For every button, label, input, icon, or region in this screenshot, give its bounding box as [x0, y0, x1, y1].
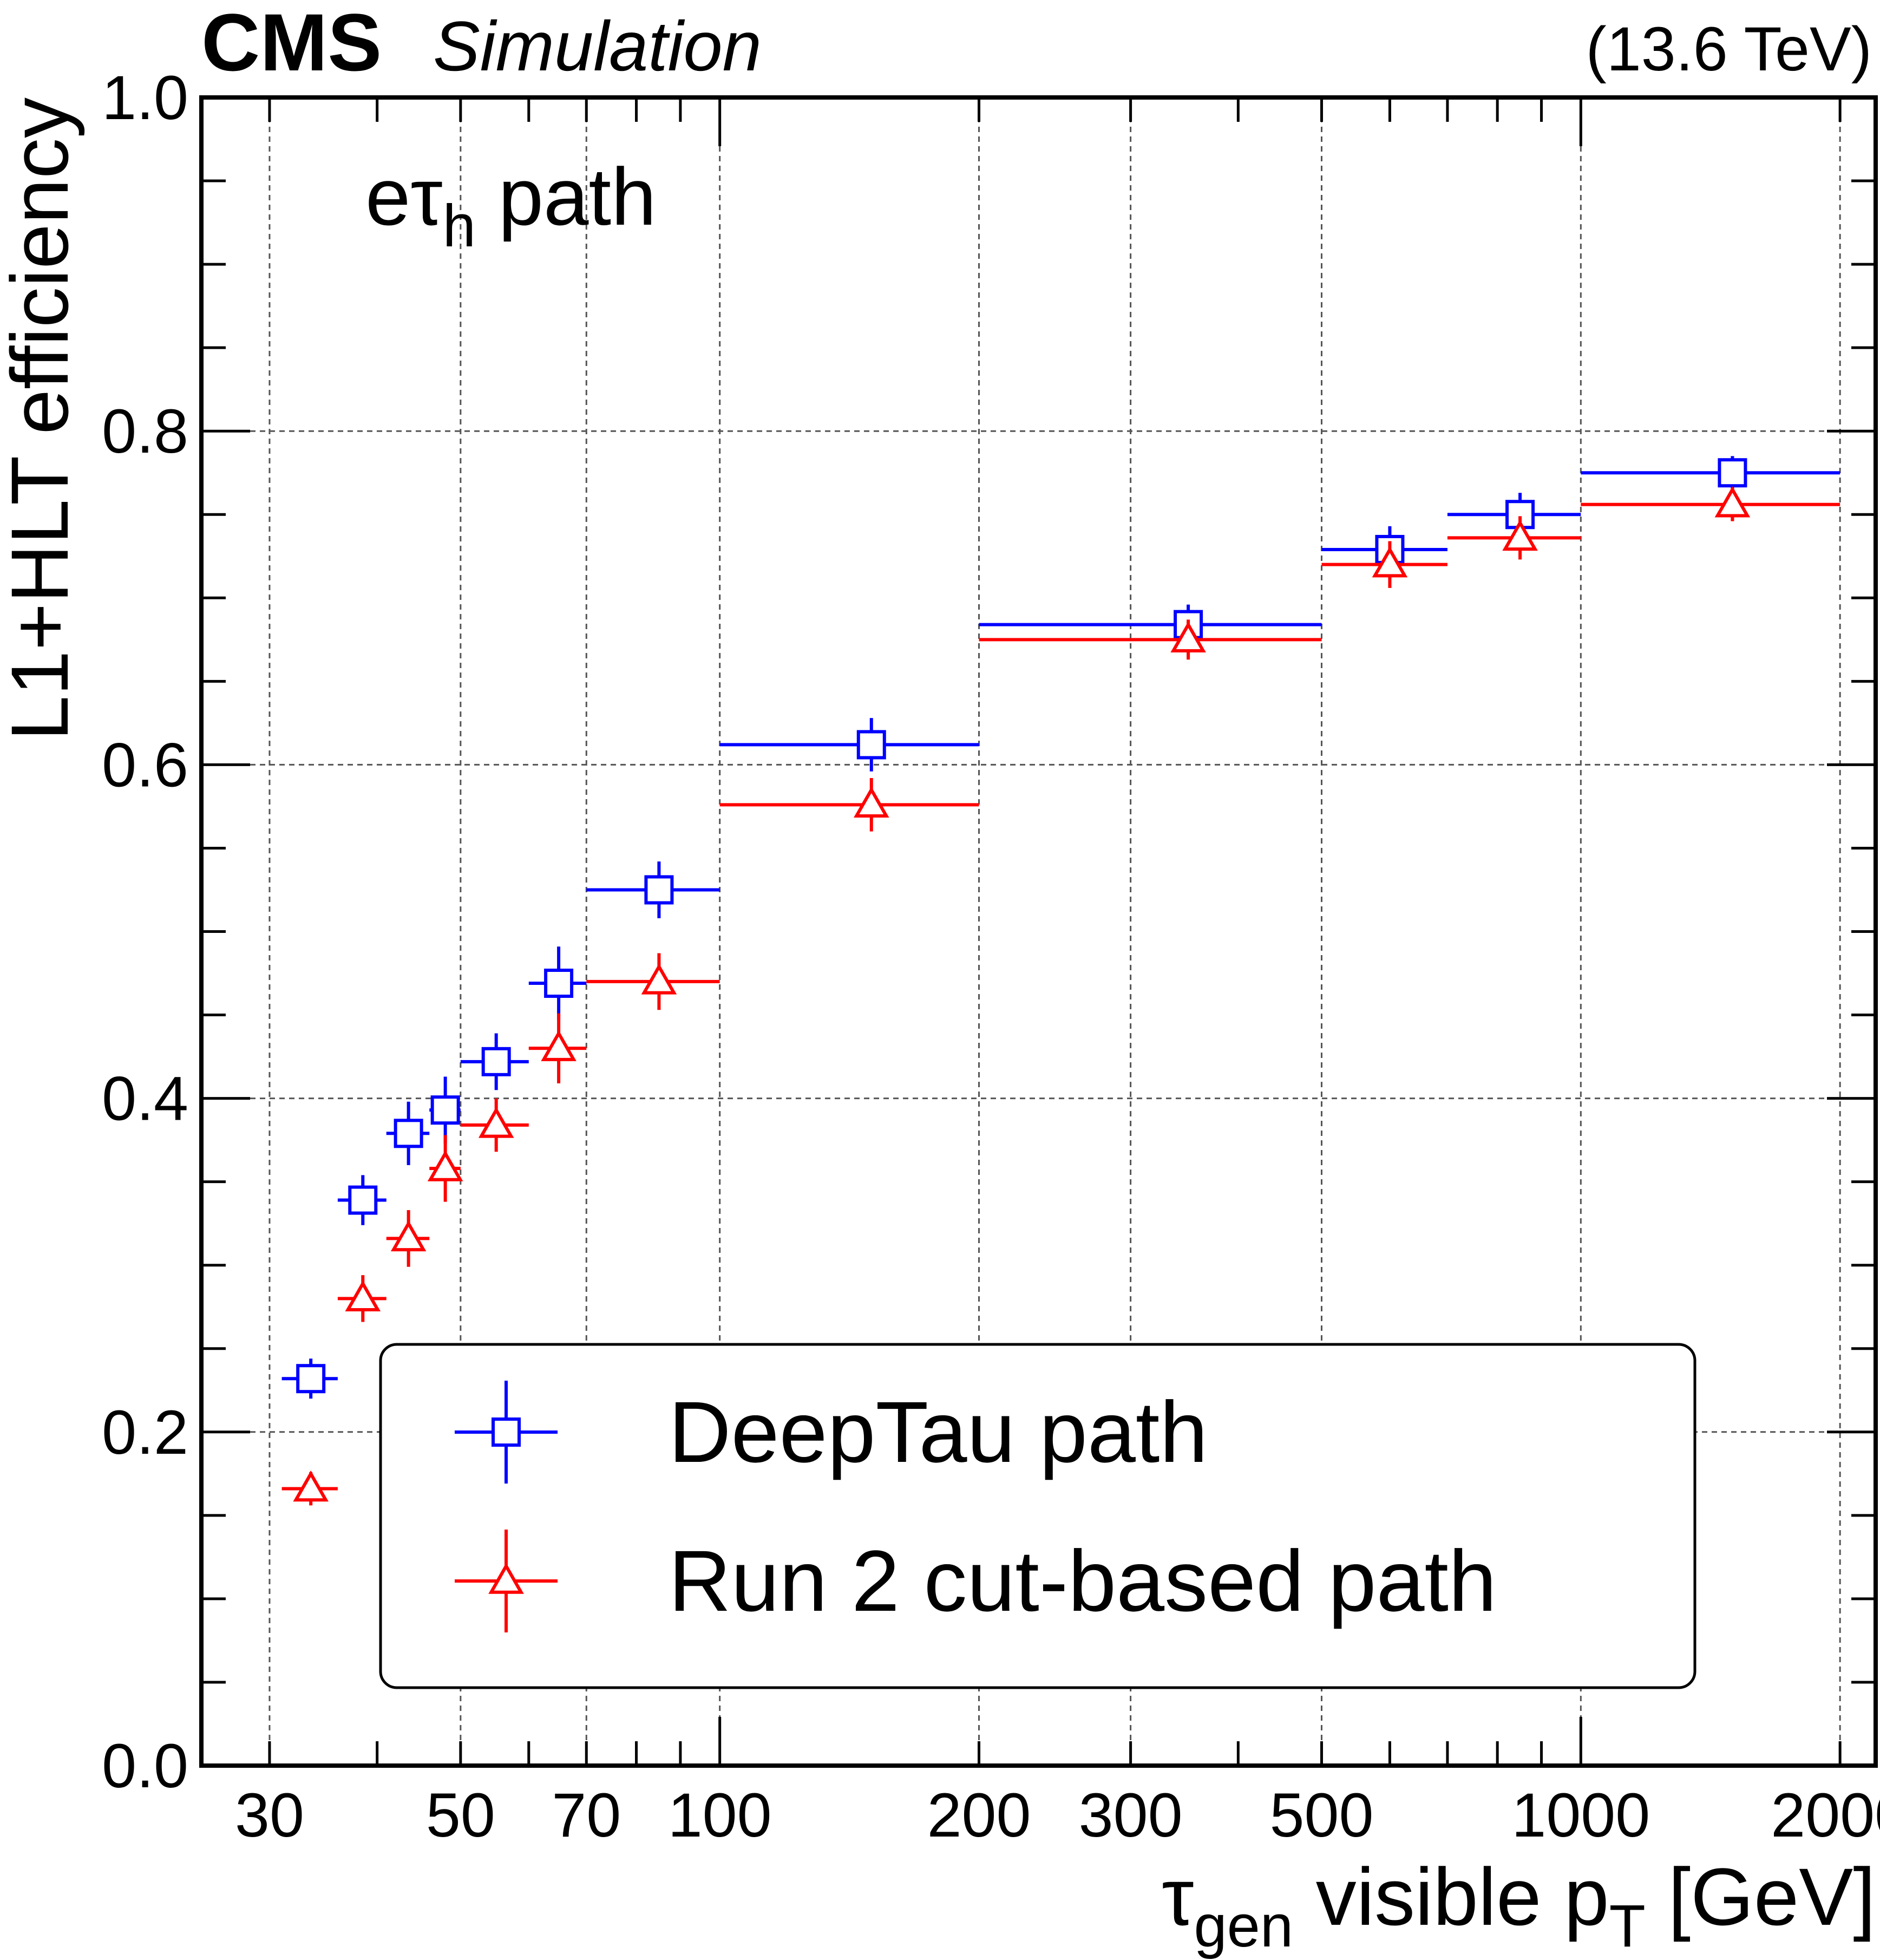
legend-label: Run 2 cut-based path	[669, 1532, 1497, 1629]
triangle-marker	[293, 1470, 329, 1502]
data-point	[386, 1210, 430, 1267]
y-tick-label: 0.2	[102, 1398, 188, 1467]
square-marker	[492, 1417, 521, 1447]
x-tick-label: 70	[552, 1781, 621, 1850]
data-point	[281, 1358, 338, 1399]
data-point	[1321, 541, 1447, 588]
x-tick-label: 50	[426, 1781, 495, 1850]
data-point	[528, 946, 587, 1020]
plot-frame	[199, 95, 1878, 1768]
legend-entry: DeepTau path	[455, 1381, 1208, 1484]
triangle-marker	[478, 1107, 514, 1138]
triangle-marker	[541, 1030, 577, 1061]
triangle-marker	[345, 1280, 381, 1312]
triangle-marker	[1372, 546, 1408, 578]
y-tick-label: 0.8	[102, 397, 188, 466]
legend-box	[379, 1343, 1696, 1689]
square-marker	[481, 1047, 511, 1076]
x-tick-label: 500	[1270, 1781, 1374, 1850]
path-annotation-sub: h	[443, 193, 476, 259]
data-point	[1581, 486, 1840, 521]
triangle-marker	[488, 1563, 524, 1594]
simulation-label: Simulation	[433, 6, 762, 86]
x-axis-label: τgen visible pT [GeV]	[1162, 1851, 1876, 1959]
legend-entry: Run 2 cut-based path	[455, 1530, 1497, 1632]
data-point	[586, 953, 720, 1010]
path-annotation: eτh path	[365, 151, 657, 259]
triangle-marker	[641, 963, 677, 995]
x-axis-label-middle: visible p	[1293, 1851, 1609, 1942]
x-tick-label: 200	[927, 1781, 1031, 1850]
triangle-marker	[1502, 519, 1538, 551]
data-point	[528, 1013, 587, 1083]
path-annotation-suffix: path	[476, 151, 657, 242]
data-series	[281, 456, 1840, 1506]
data-point	[386, 1101, 430, 1165]
data-point	[429, 1076, 461, 1144]
square-marker	[296, 1364, 326, 1394]
triangle-marker	[1170, 621, 1206, 653]
data-point	[460, 1098, 529, 1152]
y-tick-label: 0.4	[102, 1064, 188, 1134]
x-tick-label: 1000	[1511, 1781, 1650, 1850]
series-run2-cut-based	[281, 486, 1840, 1506]
square-marker	[856, 730, 886, 760]
x-tick-label: 100	[668, 1781, 772, 1850]
data-point	[1447, 493, 1581, 537]
cms-label: CMS	[201, 0, 382, 88]
energy-label: (13.6 TeV)	[1586, 15, 1872, 84]
axis-ticks	[201, 96, 1876, 1767]
data-point	[586, 861, 720, 918]
square-marker	[644, 875, 674, 905]
legend: DeepTau path Run 2 cut-based path	[379, 1343, 1696, 1689]
x-axis-label-sub2: T	[1609, 1893, 1646, 1959]
triangle-marker	[427, 1150, 463, 1181]
data-point	[281, 1470, 338, 1506]
data-point	[427, 1135, 463, 1202]
y-tick-label: 1.0	[102, 63, 188, 133]
square-marker	[544, 969, 574, 998]
series-deeptau	[281, 456, 1840, 1399]
data-point	[1581, 456, 1840, 490]
x-axis-label-sub: gen	[1194, 1893, 1294, 1959]
square-marker	[1718, 458, 1747, 488]
data-point	[337, 1175, 387, 1225]
data-point	[719, 778, 979, 832]
data-point	[979, 619, 1322, 660]
data-point	[460, 1033, 529, 1090]
y-tick-label: 0.0	[102, 1732, 188, 1801]
x-axis-label-base: τ	[1162, 1851, 1194, 1942]
triangle-marker	[854, 786, 889, 818]
triangle-marker	[390, 1220, 427, 1252]
triangle-marker	[1714, 486, 1751, 518]
square-marker	[348, 1185, 378, 1215]
x-tick-label: 300	[1079, 1781, 1183, 1850]
x-tick-label: 30	[235, 1781, 304, 1850]
y-tick-label: 0.6	[102, 730, 188, 800]
square-marker	[430, 1095, 460, 1125]
data-point	[337, 1275, 387, 1322]
legend-label: DeepTau path	[669, 1383, 1208, 1480]
y-axis-label: L1+HLT efficiency	[0, 97, 85, 741]
data-point	[719, 718, 979, 772]
data-point	[1447, 516, 1581, 560]
x-axis-label-suffix: [GeV]	[1646, 1851, 1876, 1942]
square-marker	[394, 1119, 423, 1148]
legend-entries: DeepTau path Run 2 cut-based path	[455, 1381, 1497, 1632]
